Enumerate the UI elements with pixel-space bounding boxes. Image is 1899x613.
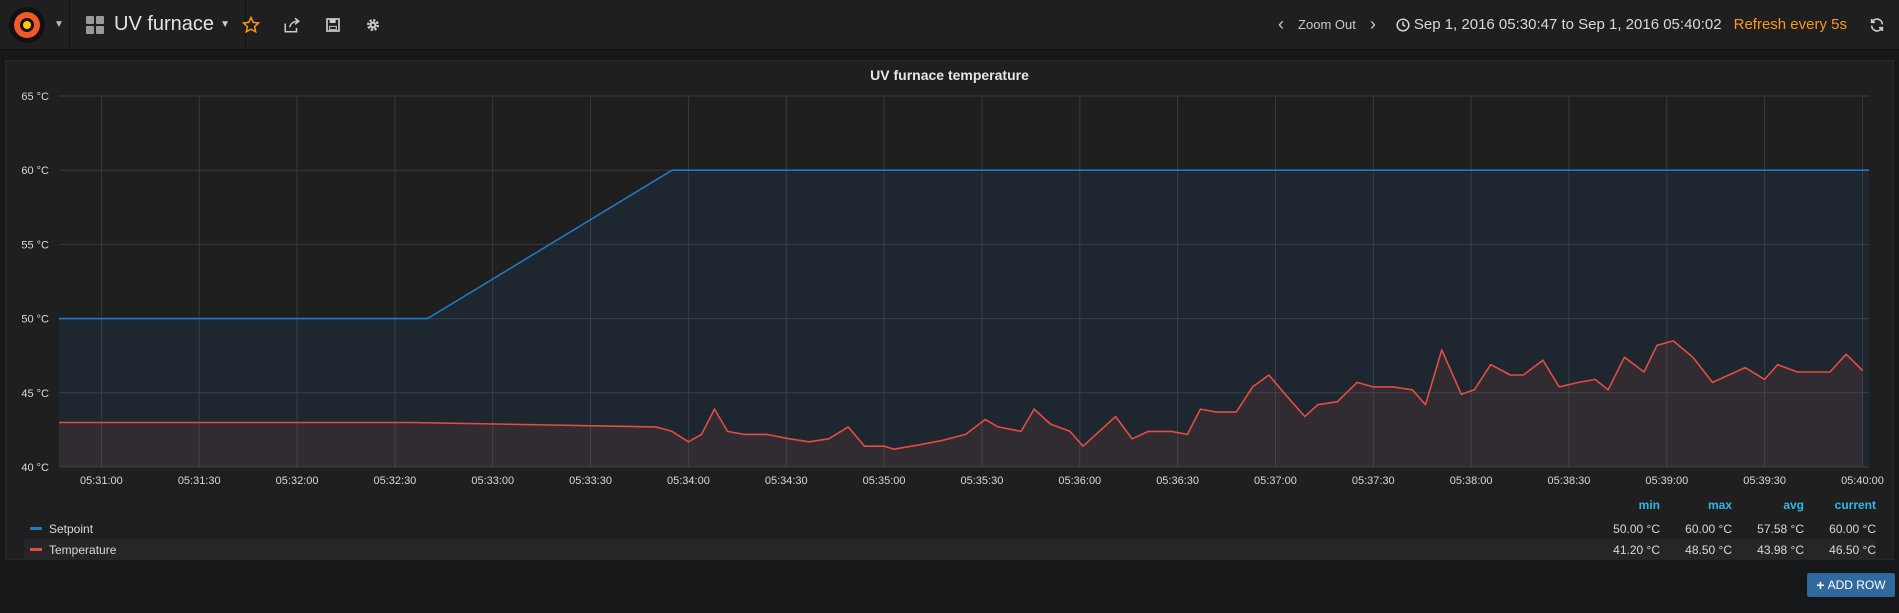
top-navbar: ▼ UV furnace ▼ ‹ Zoom Out › Sep 1, 2016 … [0,0,1899,50]
legend-header: min max avg current [24,498,1876,516]
x-tick-label: 05:38:00 [1450,475,1493,487]
time-controls: ‹ Zoom Out › Sep 1, 2016 05:30:47 to Sep… [1272,0,1899,49]
grafana-menu-button[interactable]: ▼ [0,0,70,49]
grafana-logo-icon [9,6,45,43]
time-back-chevron-icon[interactable]: ‹ [1278,14,1285,34]
save-icon[interactable] [322,14,344,36]
legend-header-current[interactable]: current [1834,498,1876,512]
legend-current: 60.00 °C [1829,521,1876,536]
x-tick-label: 05:35:00 [863,475,906,487]
temperature-chart: 40 °C 45 °C 50 °C 55 °C 60 °C 65 °C 05:31:00 05… [21,91,1884,487]
x-tick-label: 05:36:30 [1156,475,1199,487]
dashboard-title-button[interactable]: UV furnace ▼ [71,0,246,49]
x-tick-label: 05:40:00 [1841,475,1884,487]
star-icon[interactable] [240,14,262,36]
x-tick-label: 05:35:30 [961,475,1004,487]
temperature-series-line [59,340,1864,451]
legend-series-name[interactable]: Setpoint [49,521,94,536]
legend-row-temperature[interactable]: Temperature 41.20 °C 48.50 °C 43.98 °C 4… [24,539,1876,560]
temperature-area-fill [59,340,1863,467]
dashboard-grid-icon [86,15,104,34]
zoom-out-button[interactable]: Zoom Out [1298,17,1356,32]
legend-min: 50.00 °C [1613,521,1660,536]
refresh-icon[interactable] [1869,17,1885,33]
x-tick-label: 05:32:30 [373,475,416,487]
y-tick-label: 40 °C [21,462,49,474]
x-tick-label: 05:33:00 [471,475,514,487]
setpoint-series-line [59,169,1869,320]
x-tick-label: 05:31:30 [178,475,221,487]
x-tick-label: 05:34:30 [765,475,808,487]
graph-panel: UV furnace temperature 40 °C 45 °C 50 °C 55… [5,60,1894,560]
x-tick-label: 05:34:00 [667,475,710,487]
y-tick-label: 65 °C [21,91,49,103]
share-icon[interactable] [281,14,303,36]
legend-min: 41.20 °C [1613,542,1660,557]
dashboard-title: UV furnace [114,13,215,35]
x-tick-label: 05:38:30 [1548,475,1591,487]
chevron-down-icon: ▼ [54,19,64,30]
time-picker-button[interactable]: Sep 1, 2016 05:30:47 to Sep 1, 2016 05:4… [1396,16,1722,33]
legend-current: 46.50 °C [1829,542,1876,557]
x-tick-label: 05:39:30 [1743,475,1786,487]
refresh-interval-label[interactable]: Refresh every 5s [1733,16,1847,33]
legend-header-min[interactable]: min [1638,498,1660,512]
legend-series-name[interactable]: Temperature [49,542,117,557]
legend-avg: 57.58 °C [1757,521,1804,536]
settings-gear-icon[interactable] [362,14,384,36]
legend-max: 48.50 °C [1685,542,1732,557]
legend-max: 60.00 °C [1685,521,1732,536]
x-tick-label: 05:37:30 [1352,475,1395,487]
add-row-button[interactable]: + ADD ROW [1807,573,1895,597]
y-tick-label: 45 °C [21,388,49,400]
time-range-text: Sep 1, 2016 05:30:47 to Sep 1, 2016 05:4… [1413,16,1722,33]
panel-title[interactable]: UV furnace temperature [870,67,1029,83]
setpoint-area-fill [59,170,1869,467]
add-row-label: ADD ROW [1827,578,1886,592]
temperature-color-swatch[interactable] [30,548,42,551]
chevron-down-icon: ▼ [220,19,230,30]
plus-icon: + [1816,577,1825,593]
legend-header-max[interactable]: max [1707,498,1732,512]
x-tick-label: 05:37:00 [1254,475,1297,487]
legend-header-avg[interactable]: avg [1783,498,1804,512]
x-tick-label: 05:32:00 [276,475,319,487]
y-tick-label: 50 °C [21,314,49,326]
x-tick-label: 05:39:00 [1645,475,1688,487]
legend-avg: 43.98 °C [1757,542,1804,557]
x-tick-label: 05:33:30 [569,475,612,487]
x-tick-label: 05:36:00 [1058,475,1101,487]
y-tick-label: 60 °C [21,165,49,177]
time-forward-chevron-icon[interactable]: › [1369,14,1376,34]
y-tick-label: 55 °C [21,239,49,251]
clock-icon [1396,17,1410,32]
legend-row-setpoint[interactable]: Setpoint 50.00 °C 60.00 °C 57.58 °C 60.0… [24,518,1876,539]
setpoint-color-swatch[interactable] [30,527,42,530]
x-tick-label: 05:31:00 [80,475,123,487]
